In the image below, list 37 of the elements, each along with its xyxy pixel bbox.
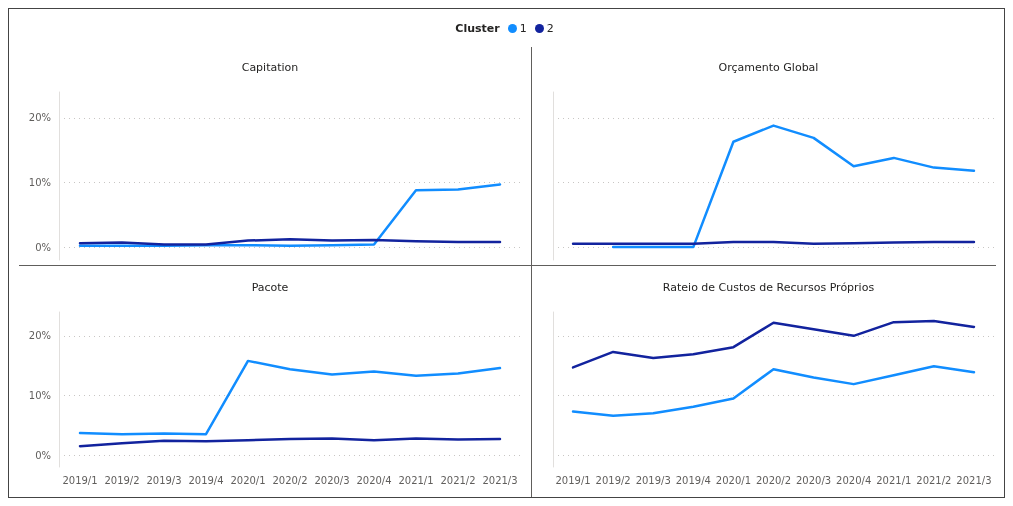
line-series — [78, 437, 502, 448]
x-tick-label: 2020/4 — [836, 474, 872, 486]
x-tick-label: 2020/2 — [755, 474, 792, 486]
legend-label: 1 — [519, 21, 527, 35]
y-tick-label: 10% — [28, 389, 51, 401]
x-tick-label: 2019/3 — [635, 474, 671, 486]
chart-title: Orçamento Global — [718, 61, 819, 74]
x-tick-label: 2019/1 — [62, 474, 98, 486]
legend-label: 2 — [546, 21, 554, 35]
x-tick-label: 2021/2 — [440, 474, 476, 486]
x-tick-label: 2020/1 — [230, 474, 266, 486]
x-tick-label: 2021/1 — [876, 474, 912, 486]
chart-title: Rateio de Custos de Recursos Próprios — [662, 281, 875, 294]
y-tick-label: 10% — [28, 176, 51, 188]
line-series — [78, 359, 502, 436]
chart-title: Capitation — [241, 61, 299, 74]
x-tick-label: 2020/4 — [356, 474, 392, 486]
x-tick-label: 2020/3 — [314, 474, 350, 486]
legend-title: Cluster — [455, 21, 500, 35]
x-tick-label: 2021/2 — [916, 474, 952, 486]
x-tick-label: 2020/1 — [715, 474, 751, 486]
x-tick-label: 2019/2 — [595, 474, 631, 486]
x-tick-label: 2020/3 — [796, 474, 832, 486]
x-tick-label: 2021/1 — [398, 474, 434, 486]
y-tick-label: 20% — [28, 330, 51, 342]
y-tick-label: 20% — [28, 112, 51, 124]
x-tick-label: 2019/2 — [104, 474, 140, 486]
x-tick-label: 2021/3 — [482, 474, 518, 486]
x-tick-label: 2019/4 — [188, 474, 224, 486]
y-tick-label: 0% — [35, 449, 51, 461]
chart-title: Pacote — [251, 281, 289, 294]
x-tick-label: 2019/3 — [146, 474, 182, 486]
x-tick-label: 2021/3 — [956, 474, 992, 486]
x-tick-label: 2019/1 — [555, 474, 591, 486]
y-tick-label: 0% — [35, 241, 51, 253]
x-tick-label: 2020/2 — [272, 474, 308, 486]
x-tick-label: 2019/4 — [675, 474, 711, 486]
